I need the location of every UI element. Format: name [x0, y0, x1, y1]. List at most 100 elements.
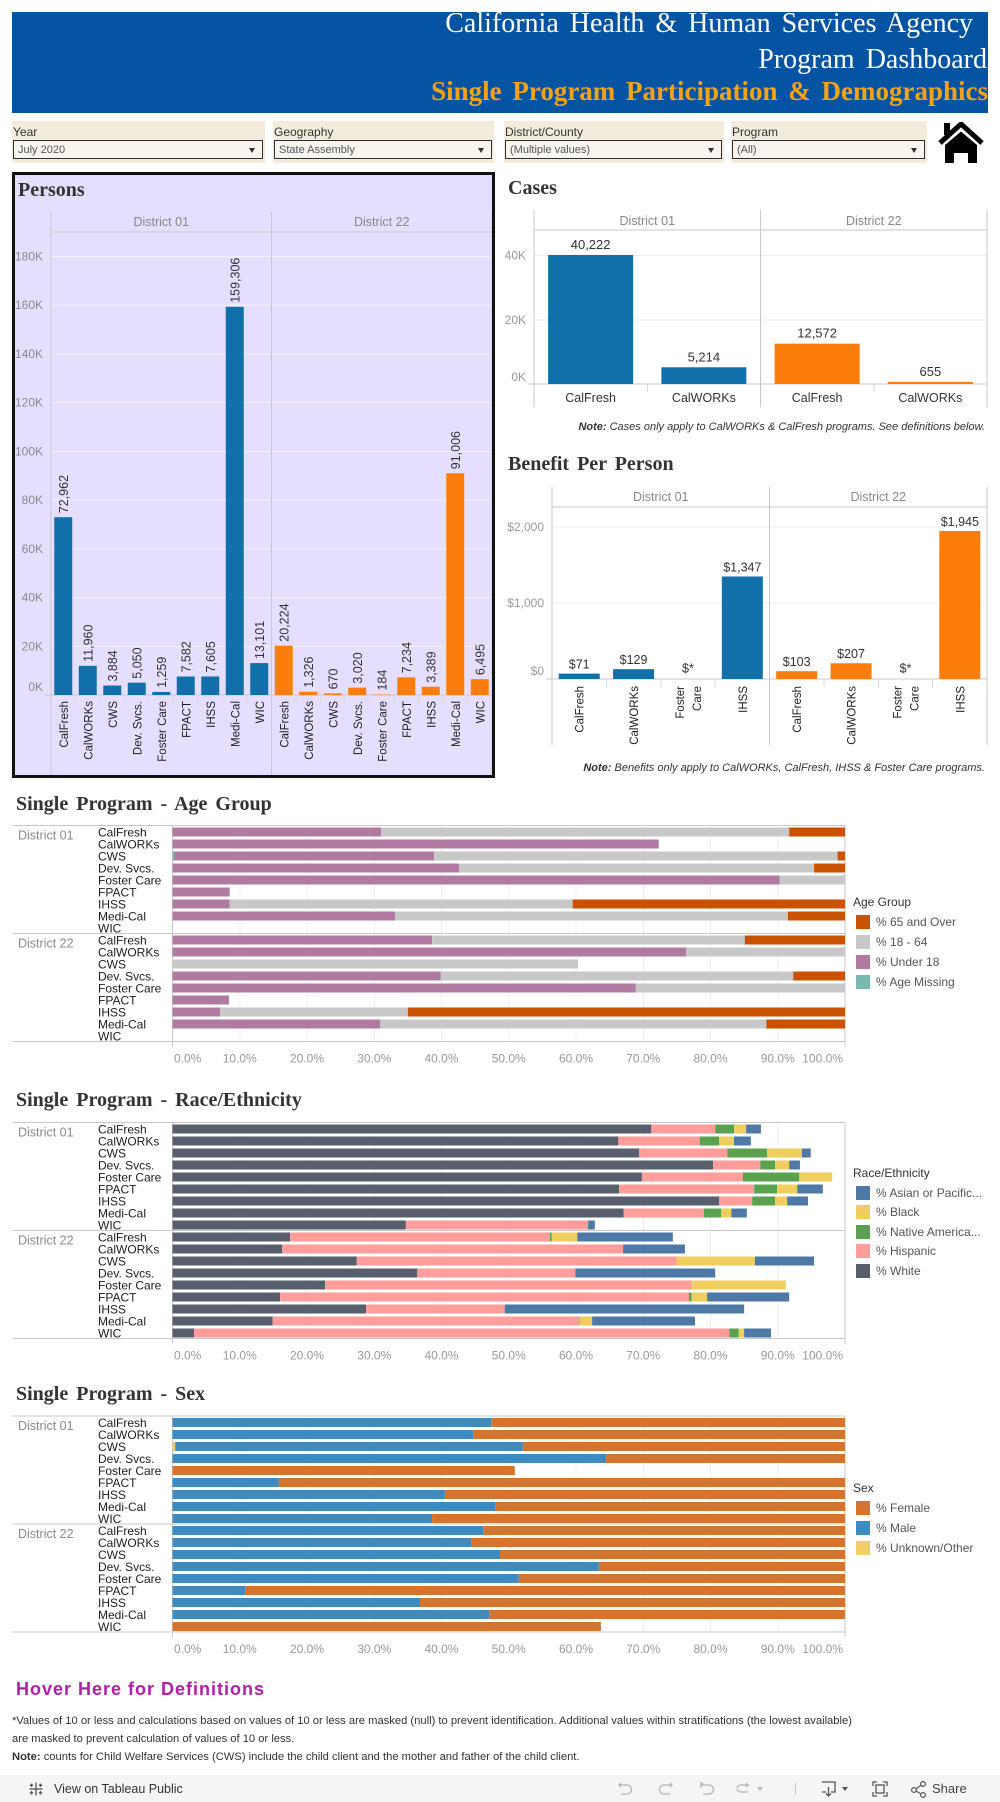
bar-segment[interactable] [172, 1256, 357, 1266]
bar-segment[interactable] [366, 1304, 505, 1314]
bar-segment[interactable] [172, 1538, 472, 1547]
definitions-link[interactable]: Hover Here for Definitions [16, 1679, 266, 1699]
bar-segment[interactable] [744, 1328, 772, 1338]
bar-segment[interactable] [754, 1256, 815, 1266]
bar-segment[interactable] [172, 1124, 652, 1134]
bar-segment[interactable] [407, 1007, 845, 1017]
bar-segment[interactable] [419, 1598, 845, 1607]
district-county-dropdown[interactable]: (Multiple values) [505, 140, 722, 159]
bar[interactable] [548, 254, 634, 384]
bar[interactable] [774, 343, 860, 384]
bar-segment[interactable] [721, 1208, 732, 1218]
bar[interactable] [446, 473, 465, 695]
bar-segment[interactable] [754, 1184, 778, 1194]
bar-segment[interactable] [172, 1316, 273, 1326]
bar-segment[interactable] [282, 1244, 624, 1254]
bar-segment[interactable] [172, 1454, 607, 1463]
bar-segment[interactable] [699, 1136, 720, 1146]
bar-segment[interactable] [578, 1316, 580, 1326]
bar-segment[interactable] [172, 1160, 714, 1170]
bar-segment[interactable] [691, 1292, 708, 1302]
bar-segment[interactable] [775, 1160, 790, 1170]
program-dropdown[interactable]: (All) [732, 140, 925, 159]
bar-segment[interactable] [172, 1292, 281, 1302]
bar-segment[interactable] [172, 875, 780, 885]
bar-segment[interactable] [172, 911, 396, 921]
bar-segment[interactable] [703, 1208, 722, 1218]
bar-segment[interactable] [172, 1136, 619, 1146]
bar-segment[interactable] [172, 1466, 515, 1475]
bar-segment[interactable] [458, 863, 815, 873]
legend-item-65-and-over[interactable]: % 65 and Over [853, 912, 1000, 932]
bar-segment[interactable] [172, 863, 459, 873]
bar-segment[interactable] [752, 1196, 776, 1206]
bar-segment[interactable] [719, 1196, 753, 1206]
bar-segment[interactable] [623, 1244, 685, 1254]
bar-segment[interactable] [766, 1148, 802, 1158]
bar-segment[interactable] [395, 911, 788, 921]
bar-segment[interactable] [787, 911, 845, 921]
bar-segment[interactable] [572, 899, 845, 909]
fullscreen-icon[interactable] [871, 1780, 889, 1798]
legend-item-white[interactable]: % White [853, 1261, 1000, 1281]
legend-item-under-18[interactable]: % Under 18 [853, 952, 1000, 972]
bar-segment[interactable] [619, 1184, 755, 1194]
bar[interactable] [274, 645, 293, 695]
bar-segment[interactable] [651, 1124, 716, 1134]
bar-segment[interactable] [742, 1172, 800, 1182]
legend-item-asian-pacific-islander[interactable]: % Asian or Pacific... [853, 1183, 1000, 1203]
year-dropdown[interactable]: July 2020 [13, 140, 263, 159]
bar-segment[interactable] [172, 851, 175, 861]
bar-segment[interactable] [444, 1490, 845, 1499]
bar-segment[interactable] [172, 1514, 433, 1523]
bar-segment[interactable] [417, 1268, 576, 1278]
bar-segment[interactable] [172, 1328, 195, 1338]
bar[interactable] [887, 381, 973, 384]
geography-dropdown[interactable]: State Assembly [274, 140, 492, 159]
bar-segment[interactable] [172, 1244, 283, 1254]
bar-segment[interactable] [356, 1256, 677, 1266]
bar-segment[interactable] [405, 1220, 589, 1230]
bar-segment[interactable] [172, 947, 687, 957]
bar-segment[interactable] [549, 1232, 552, 1242]
bar-segment[interactable] [380, 1019, 767, 1029]
bar[interactable] [421, 686, 440, 695]
bar-segment[interactable] [473, 1430, 845, 1439]
bar-segment[interactable] [172, 1007, 221, 1017]
bar-segment[interactable] [172, 899, 230, 909]
bar-segment[interactable] [577, 1232, 673, 1242]
bar-segment[interactable] [172, 1019, 381, 1029]
bar-segment[interactable] [489, 1610, 845, 1619]
bar[interactable] [127, 682, 146, 695]
bar-segment[interactable] [623, 1208, 704, 1218]
home-icon[interactable] [938, 122, 984, 164]
bar-segment[interactable] [635, 983, 845, 993]
bar-segment[interactable] [229, 899, 573, 909]
bar-segment[interactable] [641, 1172, 743, 1182]
bar-segment[interactable] [440, 971, 794, 981]
bar-segment[interactable] [588, 1220, 595, 1230]
legend-item-female[interactable]: % Female [853, 1498, 1000, 1518]
bar-segment[interactable] [172, 971, 441, 981]
bar-segment[interactable] [172, 839, 659, 849]
bar[interactable] [830, 663, 872, 679]
bar-segment[interactable] [606, 1454, 845, 1463]
bar[interactable] [250, 663, 269, 695]
bar-segment[interactable] [471, 1538, 845, 1547]
bar-segment[interactable] [172, 1562, 599, 1571]
bar-segment[interactable] [432, 1514, 845, 1523]
bar[interactable] [721, 576, 763, 679]
bar-segment[interactable] [731, 1208, 747, 1218]
bar-segment[interactable] [744, 935, 845, 945]
bar-segment[interactable] [639, 1148, 728, 1158]
bar-segment[interactable] [272, 1316, 579, 1326]
bar-segment[interactable] [245, 1586, 845, 1595]
bar-segment[interactable] [172, 1586, 246, 1595]
bar-segment[interactable] [618, 1136, 700, 1146]
bar-segment[interactable] [738, 1328, 745, 1338]
bar-segment[interactable] [690, 1280, 786, 1290]
bar[interactable] [103, 685, 122, 695]
bar-segment[interactable] [172, 1268, 418, 1278]
bar-segment[interactable] [290, 1232, 550, 1242]
bar-segment[interactable] [172, 1550, 501, 1559]
